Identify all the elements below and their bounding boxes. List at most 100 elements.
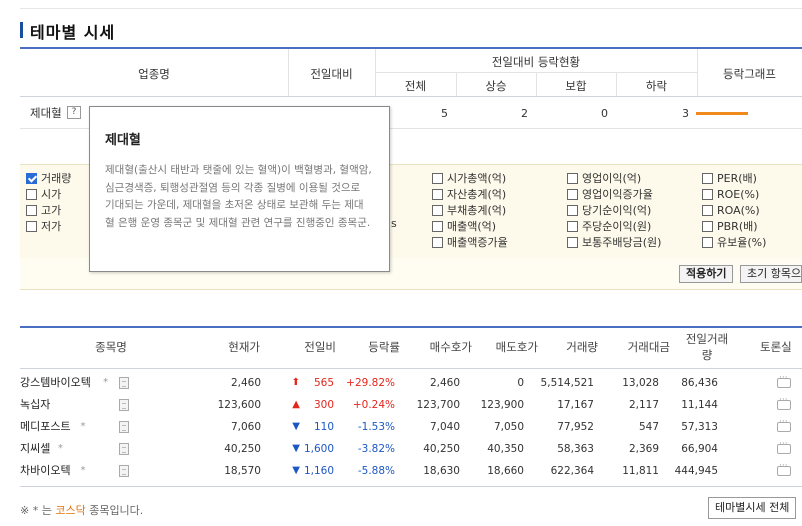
col-divider bbox=[697, 49, 698, 96]
option-per[interactable]: PER(배) bbox=[702, 170, 766, 186]
document-icon[interactable] bbox=[119, 443, 129, 455]
checkbox-icon[interactable] bbox=[567, 188, 578, 200]
chat-icon[interactable] bbox=[777, 439, 791, 454]
header-graph: 등락그래프 bbox=[723, 67, 776, 81]
option-operating-profit-growth[interactable]: 영업이익증가율 bbox=[567, 186, 661, 202]
hidden-option-fragment: s bbox=[391, 217, 397, 230]
options-col1: 거래량 시가 고가 저가 bbox=[26, 170, 71, 234]
col-divider bbox=[616, 73, 617, 96]
trade-volume: 622,364 bbox=[550, 465, 594, 477]
change-rate: -5.88% bbox=[357, 465, 395, 477]
option-volume[interactable]: 거래량 bbox=[26, 170, 71, 186]
kosdaq-link[interactable]: 코스닥 bbox=[55, 504, 86, 517]
document-icon[interactable] bbox=[119, 399, 129, 411]
checkbox-icon[interactable] bbox=[432, 172, 443, 184]
checkbox-icon[interactable] bbox=[702, 204, 713, 216]
document-icon[interactable] bbox=[119, 377, 129, 389]
checkbox-icon[interactable] bbox=[432, 220, 443, 232]
option-total-debt[interactable]: 부채총계(억) bbox=[432, 202, 508, 218]
help-icon[interactable]: ? bbox=[67, 106, 81, 119]
top-divider bbox=[20, 8, 802, 9]
checkbox-icon[interactable] bbox=[567, 236, 578, 248]
checkbox-icon[interactable] bbox=[26, 204, 37, 216]
option-pbr[interactable]: PBR(배) bbox=[702, 218, 766, 234]
checkbox-icon[interactable] bbox=[702, 236, 713, 248]
upper-table-group-divider bbox=[375, 72, 697, 73]
option-roa[interactable]: ROA(%) bbox=[702, 202, 766, 218]
chat-icon[interactable] bbox=[777, 417, 791, 432]
price-change: 565 bbox=[313, 377, 334, 389]
price-change: 1,160 bbox=[303, 465, 334, 477]
checkbox-icon[interactable] bbox=[26, 188, 37, 200]
upper-table-top-border bbox=[20, 47, 802, 49]
kosdaq-star: * bbox=[80, 465, 86, 476]
option-roe[interactable]: ROE(%) bbox=[702, 186, 766, 202]
header-change: 전일대비 bbox=[310, 67, 353, 81]
chat-icon[interactable] bbox=[777, 373, 791, 388]
page-title: 테마별 시세 bbox=[30, 23, 116, 42]
option-net-income[interactable]: 당기순이익(억) bbox=[567, 202, 661, 218]
ask-price: 18,660 bbox=[487, 465, 524, 477]
option-low[interactable]: 저가 bbox=[26, 218, 71, 234]
document-icon[interactable] bbox=[119, 421, 129, 433]
trade-amount: 13,028 bbox=[622, 377, 659, 389]
reset-columns-button[interactable]: 초기 항목으로 bbox=[740, 265, 802, 283]
option-open[interactable]: 시가 bbox=[26, 186, 71, 202]
stock-name-link[interactable]: 차바이오텍 bbox=[20, 464, 71, 477]
bid-price: 7,040 bbox=[429, 421, 460, 433]
stock-name-link[interactable]: 녹십자 bbox=[20, 398, 51, 411]
col-divider bbox=[288, 49, 289, 96]
change-rate: +0.24% bbox=[352, 399, 395, 411]
option-operating-profit[interactable]: 영업이익(억) bbox=[567, 170, 661, 186]
header-fall: 하락 bbox=[645, 79, 668, 93]
checkbox-icon[interactable] bbox=[432, 188, 443, 200]
theme-name: 제대혈 bbox=[30, 106, 62, 120]
current-price: 40,250 bbox=[224, 443, 261, 455]
option-eps[interactable]: 주당순이익(원) bbox=[567, 218, 661, 234]
stock-name-link[interactable]: 메디포스트 bbox=[20, 420, 71, 433]
header-stock-name: 종목명 bbox=[95, 340, 127, 354]
checkbox-icon[interactable] bbox=[702, 172, 713, 184]
checkbox-icon[interactable] bbox=[26, 220, 37, 232]
options-col4: PER(배) ROE(%) ROA(%) PBR(배) 유보율(%) bbox=[702, 170, 766, 250]
table-row: 메디포스트 * 7,060 ▼ 110 -1.53% 7,040 7,050 77,952 547… bbox=[20, 416, 802, 438]
count-rise: 2 bbox=[521, 107, 528, 120]
price-change: 110 bbox=[313, 421, 334, 433]
prev-volume: 57,313 bbox=[681, 421, 718, 433]
table-row: 지씨셀 * 40,250 ▼ 1,600 -3.82% 40,250 40,350 58,363… bbox=[20, 438, 802, 460]
option-reserve-ratio[interactable]: 유보율(%) bbox=[702, 234, 766, 250]
option-high[interactable]: 고가 bbox=[26, 202, 71, 218]
stock-name-link[interactable]: 지씨셀 bbox=[20, 442, 51, 455]
title-accent-bar bbox=[20, 22, 23, 38]
table-row: 강스템바이오텍 * 2,460 ⬆ 565 +29.82% 2,460 0 5,514,521 1… bbox=[20, 372, 802, 394]
option-sales[interactable]: 매출액(억) bbox=[432, 218, 508, 234]
apply-button[interactable]: 적용하기 bbox=[679, 265, 734, 283]
price-change: 300 bbox=[313, 399, 334, 411]
checkbox-icon[interactable] bbox=[702, 188, 713, 200]
option-total-assets[interactable]: 자산총계(억) bbox=[432, 186, 508, 202]
header-forum: 토론실 bbox=[760, 340, 792, 354]
checkbox-icon[interactable] bbox=[567, 220, 578, 232]
checkbox-icon[interactable] bbox=[702, 220, 713, 232]
trade-amount: 2,369 bbox=[628, 443, 659, 455]
checkbox-icon[interactable] bbox=[567, 172, 578, 184]
header-status-group: 전일대비 등락현황 bbox=[491, 55, 581, 69]
all-theme-prices-button[interactable]: 테마별시세 전체 bbox=[708, 497, 797, 519]
chat-icon[interactable] bbox=[777, 461, 791, 476]
checkbox-icon[interactable] bbox=[432, 236, 443, 248]
kosdaq-footnote: ※ * 는 코스닥 종목입니다. bbox=[20, 504, 144, 517]
option-dividend[interactable]: 보통주배당금(원) bbox=[567, 234, 661, 250]
col-divider bbox=[456, 73, 457, 96]
chat-icon[interactable] bbox=[777, 395, 791, 410]
current-price: 7,060 bbox=[230, 421, 261, 433]
document-icon[interactable] bbox=[119, 465, 129, 477]
checkbox-icon[interactable] bbox=[567, 204, 578, 216]
checkbox-icon[interactable] bbox=[432, 204, 443, 216]
checkbox-icon[interactable] bbox=[26, 172, 37, 184]
stock-table-header-bottom bbox=[20, 368, 802, 369]
stock-name-link[interactable]: 강스템바이오텍 bbox=[20, 376, 91, 389]
ask-price: 40,350 bbox=[487, 443, 524, 455]
option-sales-growth[interactable]: 매출액증가율 bbox=[432, 234, 508, 250]
option-market-cap[interactable]: 시가총액(억) bbox=[432, 170, 508, 186]
up-arrow-icon: ⬆ bbox=[291, 377, 300, 388]
